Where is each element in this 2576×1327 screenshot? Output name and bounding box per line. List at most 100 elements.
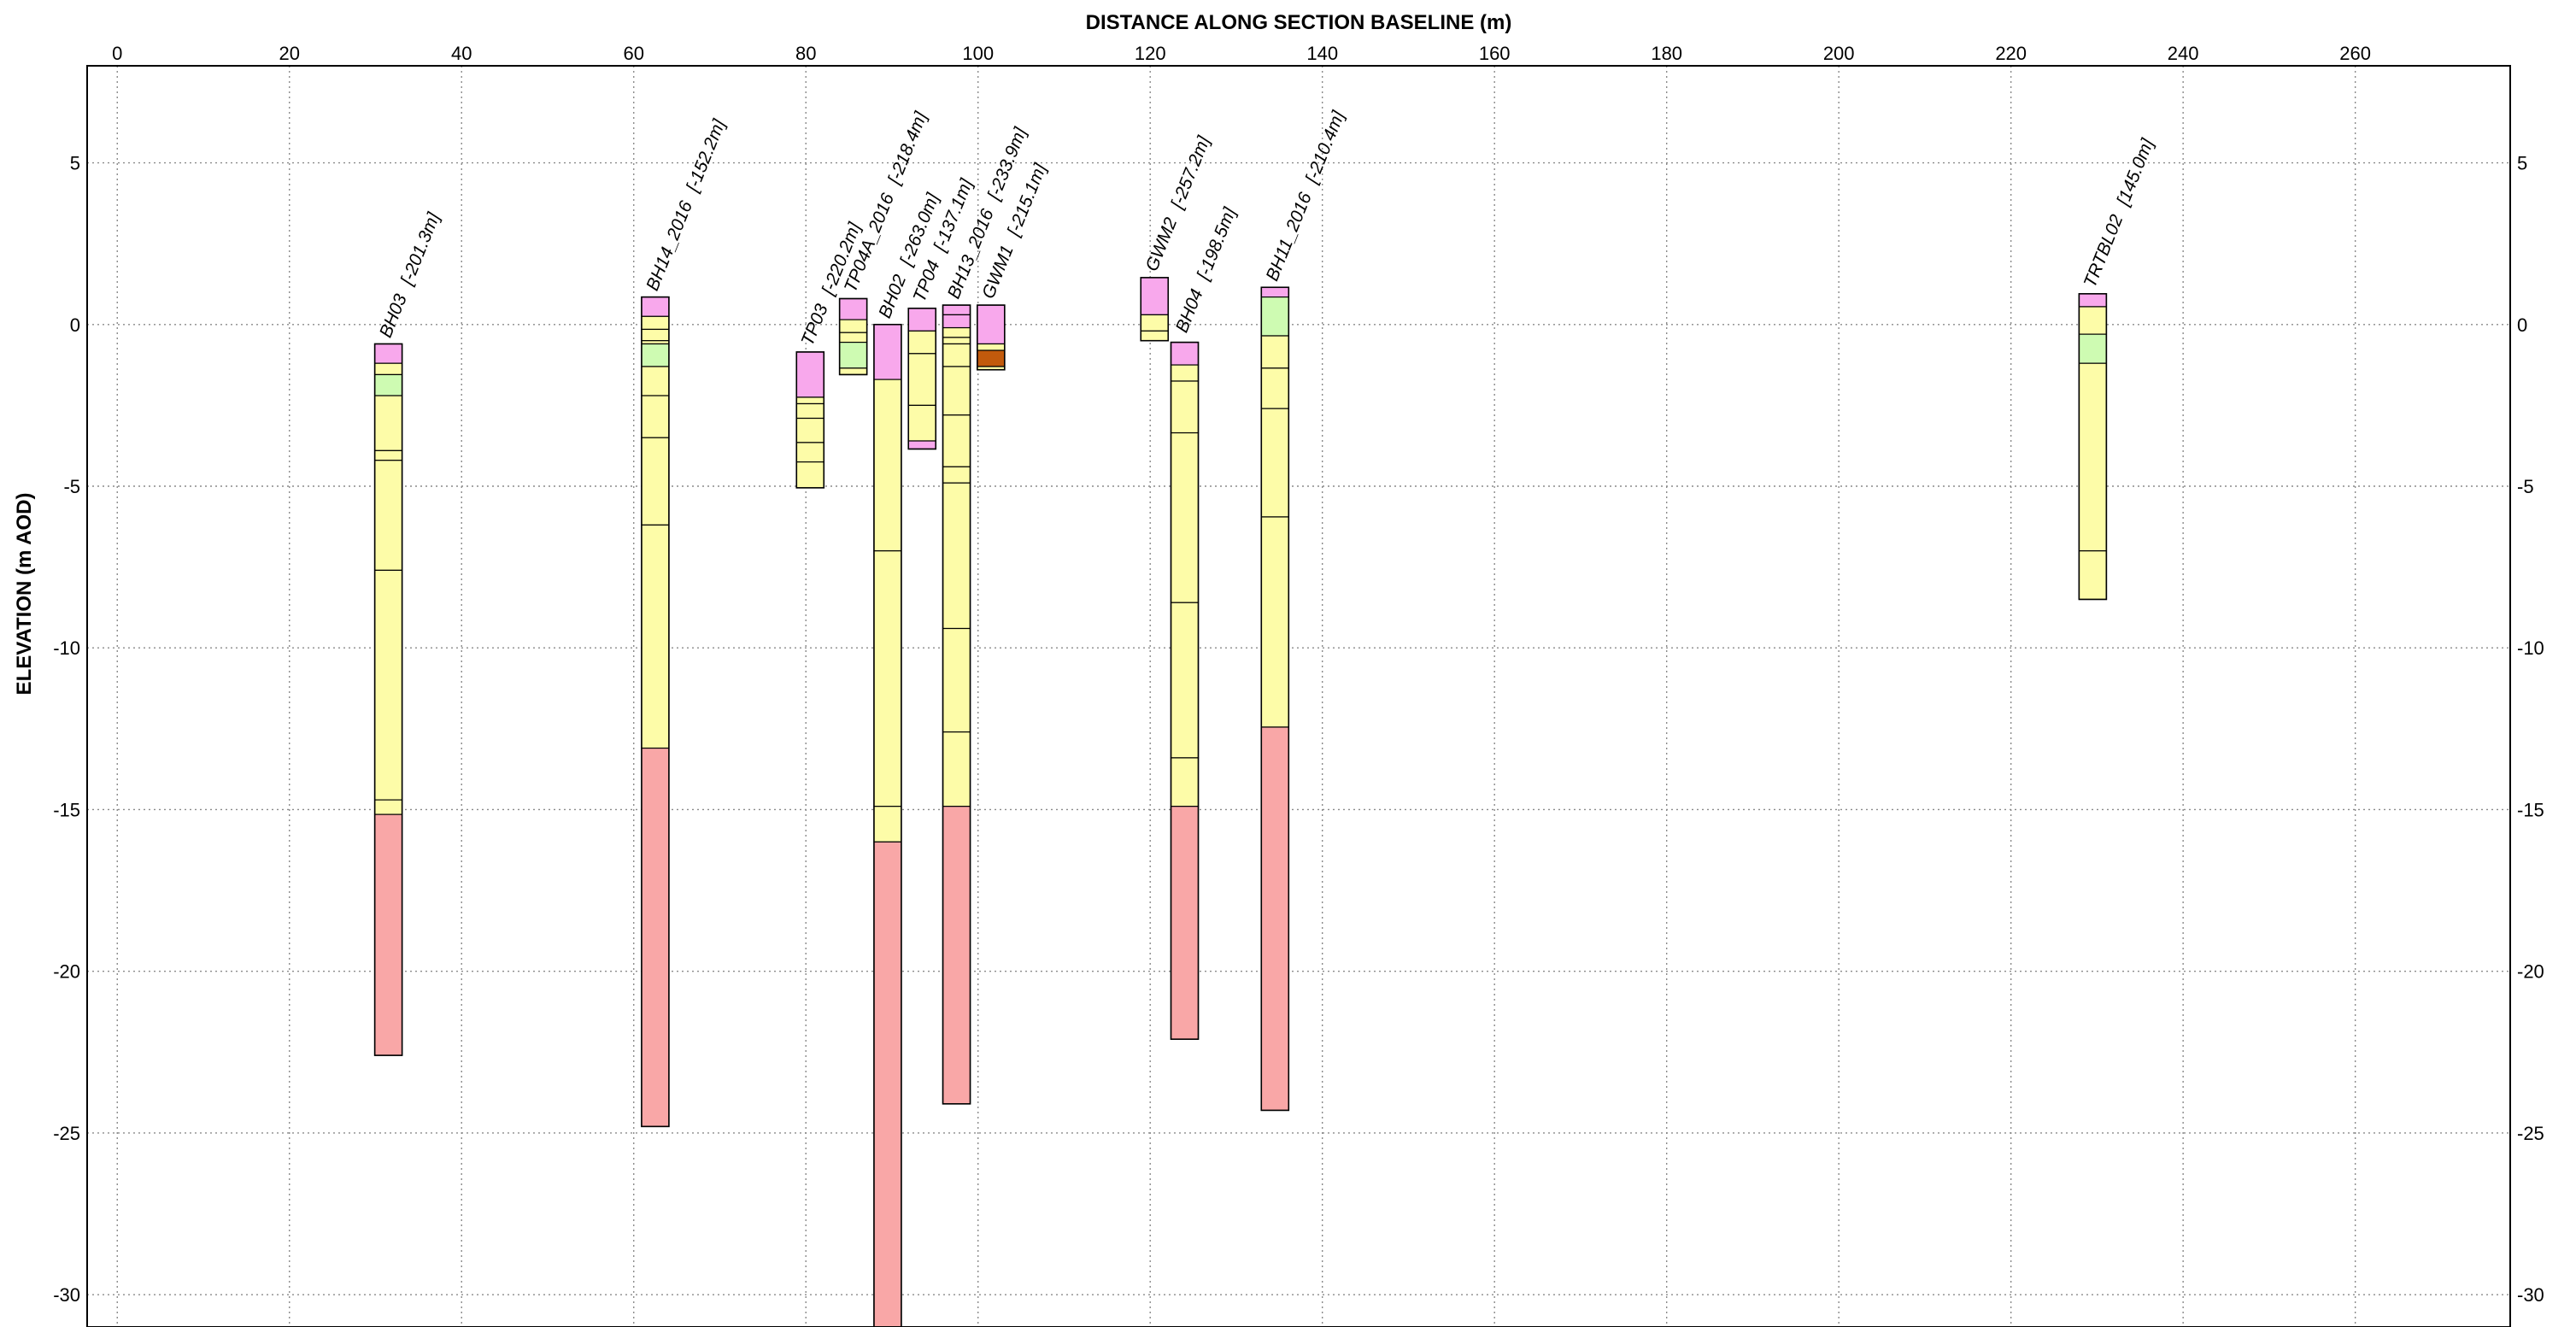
stratum-layer	[1170, 380, 1200, 434]
stratum-layer	[839, 297, 868, 320]
stratum-layer	[1140, 314, 1169, 332]
borehole-bh14-2016	[641, 296, 670, 1128]
borehole-tp04	[907, 308, 937, 450]
borehole-bh04	[1170, 341, 1200, 1040]
stratum-layer	[1170, 364, 1200, 382]
x-tick-label: 160	[1479, 43, 1511, 64]
stratum-layer	[942, 466, 971, 484]
stratum-layer	[873, 841, 902, 1327]
stratum-layer	[374, 362, 403, 376]
stratum-layer	[907, 404, 936, 442]
x-tick-label: 40	[451, 43, 472, 64]
borehole-label: BH14_2016[-152.2m]	[643, 116, 730, 294]
stratum-layer	[641, 366, 670, 396]
stratum-layer	[942, 314, 971, 329]
stratum-layer	[641, 747, 670, 1127]
y-tick-label-left: -25	[53, 1123, 80, 1144]
stratum-layer	[907, 330, 936, 355]
stratum-layer	[795, 351, 824, 398]
stratum-layer	[374, 813, 403, 1056]
stratum-layer	[873, 324, 902, 380]
stratum-layer	[873, 550, 902, 807]
stratum-layer	[795, 402, 824, 420]
borehole-bh13-2016	[942, 304, 971, 1105]
x-tick-label: 100	[962, 43, 994, 64]
borehole-tp04a-2016	[838, 297, 868, 376]
y-axis-title: ELEVATION (m AOD)	[13, 493, 36, 696]
x-axis-title: DISTANCE ALONG SECTION BASELINE (m)	[1086, 11, 1512, 34]
stratum-layer	[374, 449, 403, 461]
borehole-outline	[838, 297, 868, 376]
stratum-layer	[641, 395, 670, 438]
stratum-layer	[839, 367, 868, 376]
x-tick-label: 60	[623, 43, 643, 64]
x-tick-label: 200	[1823, 43, 1855, 64]
stratum-layer	[795, 396, 824, 405]
borehole-outline	[977, 304, 1006, 371]
borehole-gwm1	[977, 304, 1006, 371]
stratum-layer	[1260, 286, 1289, 298]
boreholes-group	[373, 277, 2108, 1327]
stratum-layer	[2078, 550, 2107, 601]
y-tick-label-right: -10	[2517, 637, 2544, 659]
borehole-label: BH03[-201.3m]	[376, 209, 444, 341]
x-tick-label: 180	[1651, 43, 1682, 64]
x-tick-label: 0	[112, 43, 122, 64]
stratum-layer	[374, 343, 403, 364]
stratum-layer	[942, 482, 971, 630]
y-tick-label-left: 5	[70, 153, 80, 174]
y-tick-label-right: -5	[2517, 476, 2534, 497]
stratum-layer	[873, 379, 902, 552]
y-tick-label-left: -15	[53, 799, 80, 820]
x-tick-label: 80	[795, 43, 816, 64]
borehole-label: BH04[-198.5m]	[1172, 204, 1241, 336]
stratum-layer	[907, 308, 936, 332]
axis-ticks-group: 0 20 40 60 80 100 120 140 160 180 200 220 240 260 5 5 0 0…	[53, 43, 2544, 1306]
borehole-name: BH11_2016	[1263, 190, 1316, 284]
y-tick-label-left: -5	[63, 476, 80, 497]
stratum-layer	[1170, 757, 1200, 807]
plot-frame	[86, 65, 2511, 1327]
borehole-outline	[1170, 341, 1200, 1040]
borehole-bh03	[373, 343, 403, 1056]
stratum-layer	[1140, 330, 1169, 342]
borehole-outline	[1140, 277, 1170, 342]
borehole-outline	[942, 304, 971, 1105]
stratum-layer	[907, 440, 936, 450]
borehole-bh11-2016	[1260, 286, 1290, 1112]
y-tick-label-left: 0	[70, 314, 80, 336]
stratum-layer	[942, 337, 971, 345]
stratum-layer	[374, 460, 403, 572]
y-tick-label-right: -15	[2517, 799, 2544, 820]
stratum-layer	[641, 437, 670, 526]
x-tick-label: 240	[2168, 43, 2199, 64]
stratum-layer	[795, 461, 824, 489]
borehole-label: TRTBL02[145.0m]	[2080, 135, 2158, 290]
stratum-layer	[839, 341, 868, 369]
borehole-offset: [-201.3m]	[396, 209, 443, 289]
stratum-layer	[374, 569, 403, 801]
stratum-layer	[942, 343, 971, 367]
stratum-layer	[2078, 306, 2107, 335]
stratum-layer	[795, 442, 824, 463]
borehole-trtbl02	[2078, 293, 2108, 601]
borehole-name: TRTBL02	[2080, 212, 2127, 291]
stratum-layer	[641, 524, 670, 749]
stratum-layer	[873, 806, 902, 843]
stratum-layer	[795, 417, 824, 443]
stratum-layer	[1260, 297, 1289, 337]
borehole-name: BH02	[875, 272, 910, 321]
stratum-layer	[1260, 726, 1289, 1112]
stratum-layer	[942, 806, 971, 1105]
borehole-label: BH11_2016[-210.4m]	[1263, 108, 1349, 284]
stratum-layer	[1260, 335, 1289, 369]
borehole-offset: [-152.2m]	[683, 116, 730, 196]
borehole-name: BH04	[1172, 286, 1207, 335]
stratum-layer	[641, 328, 670, 342]
stratum-layer	[641, 297, 670, 317]
stratum-layer	[1260, 408, 1289, 518]
stratum-layer	[1170, 432, 1200, 603]
stratum-layer	[942, 414, 971, 467]
stratum-layer	[839, 319, 868, 333]
